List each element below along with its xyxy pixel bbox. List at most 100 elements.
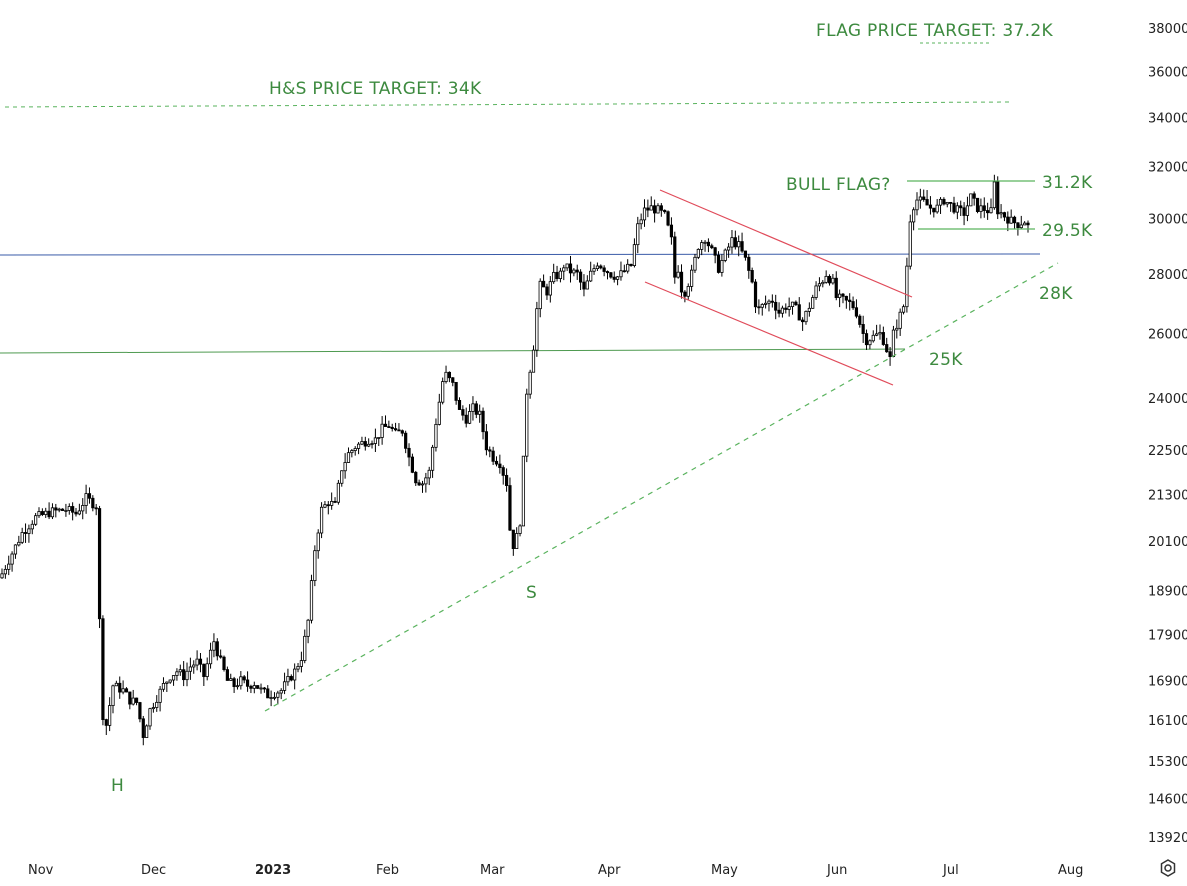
- y-tick-label[interactable]: 34000: [1148, 112, 1187, 127]
- candle-body: [898, 311, 902, 329]
- candle-body: [185, 670, 189, 681]
- candle-body: [955, 205, 959, 213]
- x-tick-label[interactable]: Jul: [942, 863, 959, 878]
- candle-body: [269, 697, 273, 699]
- candle-body: [888, 351, 892, 357]
- candle-body: [373, 437, 377, 444]
- gear-icon[interactable]: [1158, 858, 1178, 878]
- candle-body: [942, 198, 946, 205]
- candle-body: [464, 414, 468, 424]
- y-tick-label[interactable]: 36000: [1148, 66, 1187, 81]
- candle-body: [844, 295, 848, 301]
- candle-body: [918, 196, 922, 201]
- candle-body: [996, 181, 1000, 215]
- y-tick-label[interactable]: 38000: [1148, 22, 1187, 37]
- x-tick-label[interactable]: 2023: [255, 863, 291, 878]
- y-tick-label[interactable]: 24000: [1148, 392, 1187, 407]
- x-tick-label[interactable]: May: [711, 863, 738, 878]
- candle-body: [333, 500, 337, 503]
- time-axis[interactable]: Nov Dec 2023 Feb Mar Apr May Jun Jul Aug: [28, 863, 1083, 878]
- candle-body: [198, 658, 203, 665]
- candle-body: [780, 307, 785, 314]
- candle-body: [656, 205, 660, 214]
- candle-body: [804, 310, 808, 323]
- candle-body: [572, 269, 576, 274]
- y-tick-label[interactable]: 16100: [1148, 714, 1187, 729]
- candle-body: [286, 676, 290, 683]
- candle-body: [17, 541, 21, 546]
- candle-body: [545, 286, 549, 296]
- candle-body: [71, 506, 75, 513]
- candle-body: [801, 319, 805, 323]
- candle-body: [319, 506, 324, 534]
- horizontal-levels: [0, 42, 1041, 354]
- candle-body: [232, 678, 236, 687]
- candle-body: [94, 507, 98, 510]
- candle-body: [659, 205, 663, 211]
- x-tick-label[interactable]: Mar: [480, 863, 505, 878]
- candle-body: [663, 209, 667, 213]
- ascending-trendline: [264, 262, 1059, 712]
- y-tick-label[interactable]: 16900: [1148, 675, 1187, 690]
- candle-body: [706, 241, 711, 247]
- candle-body: [97, 508, 102, 620]
- x-tick-label[interactable]: Jun: [826, 863, 847, 878]
- level-25k-label: 25K: [929, 350, 963, 370]
- candle-body: [528, 371, 532, 395]
- candle-body: [1002, 212, 1007, 218]
- y-tick-label[interactable]: 20100: [1148, 535, 1187, 550]
- y-tick-label[interactable]: 30000: [1148, 212, 1187, 227]
- candle-body: [504, 474, 509, 486]
- y-tick-label[interactable]: 14600: [1148, 793, 1187, 808]
- price-axis[interactable]: 38000 36000 34000 32000 30000 28000 26000 24000…: [1148, 22, 1187, 846]
- candle-body: [353, 448, 357, 451]
- y-tick-label[interactable]: 21300: [1148, 488, 1187, 503]
- candle-body: [44, 510, 48, 515]
- candle-body: [649, 205, 653, 211]
- y-tick-label[interactable]: 18900: [1148, 585, 1187, 600]
- hs-target-line: [4, 101, 1011, 108]
- candle-body: [565, 263, 569, 269]
- candle-body: [878, 332, 882, 335]
- candle-body: [3, 568, 7, 575]
- candle-body: [441, 381, 445, 403]
- x-tick-label[interactable]: Nov: [28, 863, 54, 878]
- y-tick-label[interactable]: 17900: [1148, 628, 1187, 643]
- x-tick-label[interactable]: Apr: [598, 863, 621, 878]
- y-tick-label[interactable]: 15300: [1148, 755, 1187, 770]
- candle-body: [891, 329, 896, 357]
- x-tick-label[interactable]: Aug: [1058, 863, 1083, 878]
- candle-body: [151, 707, 155, 710]
- candle-body: [430, 446, 435, 471]
- candle-body: [165, 681, 169, 684]
- candle-body: [47, 510, 51, 518]
- candle-body: [975, 197, 980, 212]
- candle-body: [54, 507, 58, 511]
- candle-body: [40, 511, 44, 515]
- candle-body: [989, 207, 993, 214]
- y-tick-label[interactable]: 26000: [1148, 328, 1187, 343]
- candle-body: [703, 241, 707, 244]
- candle-body: [383, 423, 388, 427]
- candle-body: [737, 241, 741, 248]
- candle-body: [511, 529, 515, 550]
- candle-body: [262, 687, 266, 690]
- candle-body: [498, 463, 502, 469]
- x-tick-label[interactable]: Feb: [376, 863, 399, 878]
- y-tick-label[interactable]: 32000: [1148, 160, 1187, 175]
- candle-body: [417, 482, 421, 486]
- candle-body: [50, 507, 55, 518]
- y-tick-label[interactable]: 28000: [1148, 268, 1187, 283]
- candle-body: [949, 201, 953, 204]
- candle-body: [239, 676, 243, 687]
- candle-body: [444, 371, 448, 383]
- x-tick-label[interactable]: Dec: [141, 863, 166, 878]
- y-tick-label[interactable]: 22500: [1148, 444, 1187, 459]
- candle-body: [182, 669, 186, 681]
- candle-body: [346, 452, 351, 463]
- y-tick-label[interactable]: 13920: [1148, 831, 1187, 846]
- resistance-line-blue: [0, 253, 1041, 256]
- candle-body: [619, 270, 623, 278]
- candle-body: [188, 666, 192, 672]
